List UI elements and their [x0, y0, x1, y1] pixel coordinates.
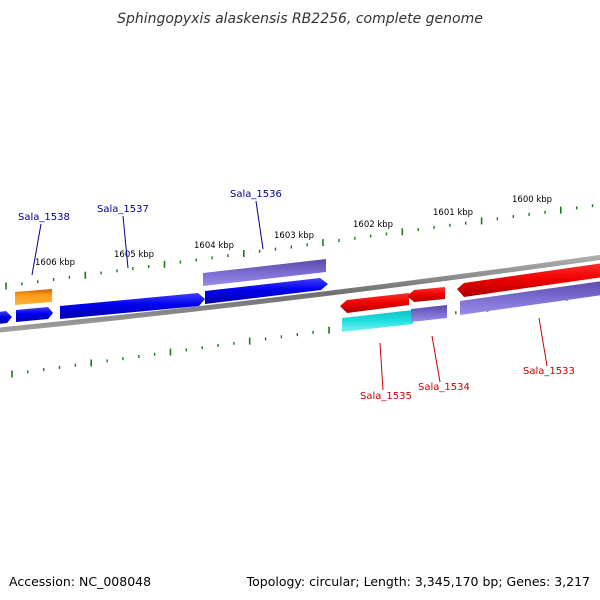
gene-label-sala-1537[interactable]: Sala_1537 — [97, 204, 149, 215]
gene-arrow-red-1[interactable] — [340, 293, 409, 313]
leader-sala-1537 — [122, 215, 129, 269]
label-leaders — [31, 200, 548, 391]
gene-label-sala-1533[interactable]: Sala_1533 — [523, 366, 575, 377]
kbp-label-1603: 1603 kbp — [274, 231, 314, 241]
kbp-label-1606: 1606 kbp — [35, 258, 75, 268]
map-title: Sphingopyxis alaskensis RB2256, complete… — [117, 11, 483, 27]
leader-sala-1534 — [431, 335, 441, 383]
gene-arrow-small-blue[interactable] — [16, 307, 53, 322]
gene-arrow-sala-1533[interactable] — [457, 262, 600, 297]
leader-sala-1533 — [538, 317, 548, 367]
kbp-label-1602: 1602 kbp — [353, 220, 393, 230]
gene-arrow-partial-left[interactable] — [0, 311, 12, 324]
kbp-label-1601: 1601 kbp — [433, 208, 473, 218]
reverse-genes — [340, 262, 600, 332]
gene-arrow-red-2[interactable] — [407, 287, 445, 302]
gene-arrow-sala-1534[interactable] — [411, 305, 447, 322]
gene-arrow-sala-1536[interactable] — [203, 259, 326, 286]
accession-text: Accession: NC_008048 — [9, 574, 151, 589]
gene-arrow-sala-1537[interactable] — [60, 293, 205, 319]
gene-arrow-purple-lower[interactable] — [460, 280, 600, 315]
kbp-label-1600: 1600 kbp — [512, 195, 552, 205]
gene-label-sala-1534[interactable]: Sala_1534 — [418, 382, 470, 393]
topology-summary: Topology: circular; Length: 3,345,170 bp… — [246, 574, 590, 589]
leader-sala-1536 — [255, 200, 264, 250]
genome-backbone — [0, 254, 600, 333]
gene-label-sala-1536[interactable]: Sala_1536 — [230, 189, 282, 200]
kbp-label-1605: 1605 kbp — [114, 250, 154, 260]
gene-label-sala-1538[interactable]: Sala_1538 — [18, 212, 70, 223]
kbp-labels: 1606 kbp 1605 kbp 1604 kbp 1603 kbp 1602… — [35, 195, 552, 268]
leader-sala-1535 — [379, 342, 384, 391]
leader-sala-1538 — [31, 223, 42, 276]
gene-labels: Sala_1538 Sala_1537 Sala_1536 Sala_1535 … — [18, 189, 575, 402]
gene-arrow-sala-1535[interactable] — [342, 310, 413, 332]
gene-arrow-blue-2[interactable] — [205, 278, 328, 304]
kbp-label-1604: 1604 kbp — [194, 241, 234, 251]
gene-label-sala-1535[interactable]: Sala_1535 — [360, 391, 412, 402]
gene-arrow-sala-1538[interactable] — [15, 289, 52, 305]
upper-tick-row — [5, 204, 594, 290]
forward-genes — [0, 259, 328, 324]
